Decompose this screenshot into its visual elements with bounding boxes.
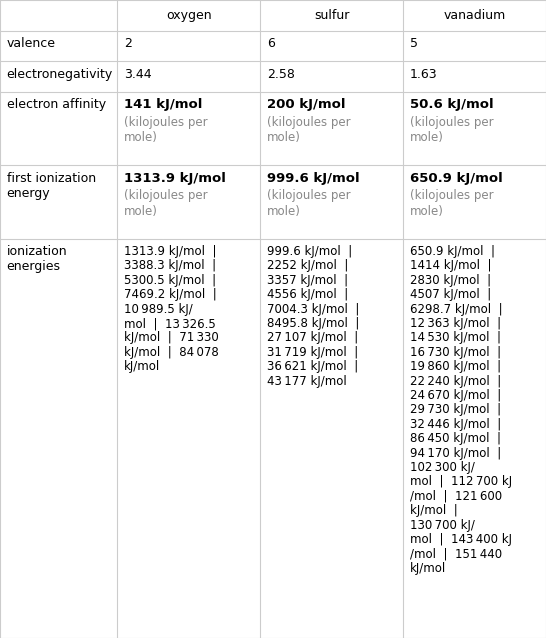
Text: /mol  |  121 600: /mol | 121 600 [410, 490, 502, 503]
Text: 31 719 kJ/mol  |: 31 719 kJ/mol | [267, 346, 358, 359]
Text: (kilojoules per: (kilojoules per [410, 189, 494, 202]
Text: sulfur: sulfur [314, 9, 349, 22]
Text: ionization
energies: ionization energies [7, 245, 67, 273]
Text: valence: valence [7, 37, 56, 50]
Text: 650.9 kJ/mol: 650.9 kJ/mol [410, 172, 503, 184]
Text: 999.6 kJ/mol: 999.6 kJ/mol [267, 172, 360, 184]
Text: 130 700 kJ/: 130 700 kJ/ [410, 519, 475, 531]
Text: 650.9 kJ/mol  |: 650.9 kJ/mol | [410, 245, 495, 258]
Text: 94 170 kJ/mol  |: 94 170 kJ/mol | [410, 447, 501, 459]
Text: /mol  |  151 440: /mol | 151 440 [410, 547, 502, 560]
Text: (kilojoules per: (kilojoules per [267, 116, 351, 129]
Text: 1313.9 kJ/mol: 1313.9 kJ/mol [124, 172, 226, 184]
Text: 7469.2 kJ/mol  |: 7469.2 kJ/mol | [124, 288, 217, 301]
Text: 2.58: 2.58 [267, 68, 295, 80]
Text: 8495.8 kJ/mol  |: 8495.8 kJ/mol | [267, 317, 359, 330]
Text: 1414 kJ/mol  |: 1414 kJ/mol | [410, 260, 491, 272]
Text: 36 621 kJ/mol  |: 36 621 kJ/mol | [267, 360, 358, 373]
Text: 86 450 kJ/mol  |: 86 450 kJ/mol | [410, 432, 501, 445]
Text: mole): mole) [267, 205, 301, 218]
Text: 102 300 kJ/: 102 300 kJ/ [410, 461, 475, 474]
Text: oxygen: oxygen [166, 9, 212, 22]
Text: 1.63: 1.63 [410, 68, 438, 80]
Text: 4507 kJ/mol  |: 4507 kJ/mol | [410, 288, 491, 301]
Text: vanadium: vanadium [443, 9, 506, 22]
Text: kJ/mol  |  71 330: kJ/mol | 71 330 [124, 331, 219, 345]
Text: mol  |  143 400 kJ: mol | 143 400 kJ [410, 533, 512, 546]
Text: 16 730 kJ/mol  |: 16 730 kJ/mol | [410, 346, 501, 359]
Text: 32 446 kJ/mol  |: 32 446 kJ/mol | [410, 418, 501, 431]
Text: mole): mole) [410, 205, 444, 218]
Text: 141 kJ/mol: 141 kJ/mol [124, 98, 203, 111]
Text: 3357 kJ/mol  |: 3357 kJ/mol | [267, 274, 348, 287]
Text: 29 730 kJ/mol  |: 29 730 kJ/mol | [410, 403, 501, 417]
Text: 14 530 kJ/mol  |: 14 530 kJ/mol | [410, 331, 501, 345]
Text: 50.6 kJ/mol: 50.6 kJ/mol [410, 98, 494, 111]
Text: electron affinity: electron affinity [7, 98, 106, 111]
Text: 2830 kJ/mol  |: 2830 kJ/mol | [410, 274, 491, 287]
Text: kJ/mol  |  84 078: kJ/mol | 84 078 [124, 346, 219, 359]
Text: mol  |  112 700 kJ: mol | 112 700 kJ [410, 475, 512, 489]
Text: 2: 2 [124, 37, 132, 50]
Text: 7004.3 kJ/mol  |: 7004.3 kJ/mol | [267, 302, 359, 316]
Text: 22 240 kJ/mol  |: 22 240 kJ/mol | [410, 375, 501, 388]
Text: 4556 kJ/mol  |: 4556 kJ/mol | [267, 288, 348, 301]
Text: mole): mole) [267, 131, 301, 144]
Text: 999.6 kJ/mol  |: 999.6 kJ/mol | [267, 245, 352, 258]
Text: 5: 5 [410, 37, 418, 50]
Text: 3.44: 3.44 [124, 68, 152, 80]
Text: 27 107 kJ/mol  |: 27 107 kJ/mol | [267, 331, 358, 345]
Text: 12 363 kJ/mol  |: 12 363 kJ/mol | [410, 317, 501, 330]
Text: 24 670 kJ/mol  |: 24 670 kJ/mol | [410, 389, 501, 402]
Text: 3388.3 kJ/mol  |: 3388.3 kJ/mol | [124, 260, 216, 272]
Text: (kilojoules per: (kilojoules per [124, 116, 207, 129]
Text: (kilojoules per: (kilojoules per [124, 189, 207, 202]
Text: 10 989.5 kJ/: 10 989.5 kJ/ [124, 302, 193, 316]
Text: mole): mole) [124, 205, 158, 218]
Text: kJ/mol: kJ/mol [124, 360, 160, 373]
Text: electronegativity: electronegativity [7, 68, 113, 80]
Text: 200 kJ/mol: 200 kJ/mol [267, 98, 346, 111]
Text: (kilojoules per: (kilojoules per [410, 116, 494, 129]
Text: first ionization
energy: first ionization energy [7, 172, 96, 200]
Text: 6298.7 kJ/mol  |: 6298.7 kJ/mol | [410, 302, 503, 316]
Text: mole): mole) [410, 131, 444, 144]
Text: 19 860 kJ/mol  |: 19 860 kJ/mol | [410, 360, 501, 373]
Text: mol  |  13 326.5: mol | 13 326.5 [124, 317, 216, 330]
Text: kJ/mol  |: kJ/mol | [410, 504, 458, 517]
Text: 6: 6 [267, 37, 275, 50]
Text: 1313.9 kJ/mol  |: 1313.9 kJ/mol | [124, 245, 216, 258]
Text: 5300.5 kJ/mol  |: 5300.5 kJ/mol | [124, 274, 216, 287]
Text: 43 177 kJ/mol: 43 177 kJ/mol [267, 375, 347, 388]
Text: kJ/mol: kJ/mol [410, 562, 446, 575]
Text: 2252 kJ/mol  |: 2252 kJ/mol | [267, 260, 348, 272]
Text: (kilojoules per: (kilojoules per [267, 189, 351, 202]
Text: mole): mole) [124, 131, 158, 144]
